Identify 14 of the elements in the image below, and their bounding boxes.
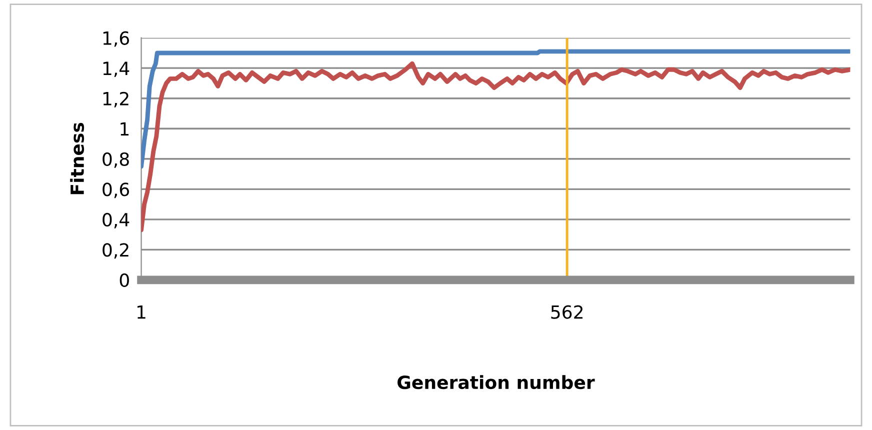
y-axis-title: Fitness — [70, 122, 84, 194]
line-series — [141, 49, 850, 169]
line-series — [141, 61, 850, 232]
x-axis-title: Generation number — [398, 375, 595, 390]
y-tick-label: 1,2 — [103, 92, 128, 108]
y-tick-label: 1,6 — [103, 31, 130, 47]
y-tick-label: 0,8 — [102, 152, 129, 168]
y-tick-label: 0,2 — [102, 243, 128, 259]
y-tick-label: 0 — [120, 273, 129, 288]
y-tick-label: 1 — [120, 122, 128, 136]
x-tick-label: 562 — [551, 305, 583, 319]
y-tick-label: 0,6 — [102, 182, 130, 198]
y-tick-label: 1,4 — [103, 62, 130, 78]
y-tick-label: 0,4 — [102, 212, 130, 228]
